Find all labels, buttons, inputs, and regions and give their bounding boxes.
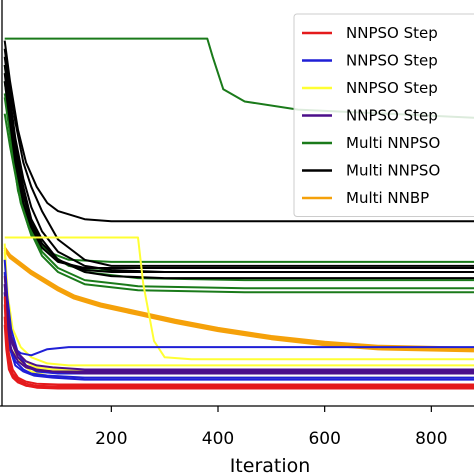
series-line-15 (3, 246, 474, 350)
legend-label: NNPSO Step (346, 24, 438, 42)
series-line-12 (3, 81, 474, 269)
legend-label: Multi NNBP (346, 189, 429, 207)
legend-label: NNPSO Step (346, 79, 438, 97)
series-line-16 (4, 236, 474, 361)
series-line-31 (3, 324, 474, 389)
series-layer (3, 37, 474, 390)
series-line-9 (3, 64, 474, 280)
legend-label: NNPSO Step (346, 52, 438, 70)
x-tick-label: 600 (308, 429, 340, 449)
legend-label: Multi NNPSO (346, 162, 440, 180)
series-line-8 (3, 56, 474, 273)
series-line-20 (3, 251, 474, 367)
x-axis-label: Iteration (230, 455, 311, 474)
legend-box (293, 13, 474, 217)
legend-label: Multi NNPSO (346, 134, 440, 152)
x-ticks: 200 400 600 800 (95, 406, 448, 449)
series-line-10 (3, 40, 474, 223)
axes-layer (0, 0, 474, 407)
x-tick-label: 200 (95, 429, 127, 449)
series-line-1 (4, 37, 474, 119)
series-line-27 (3, 292, 474, 373)
x-tick-label: 800 (415, 429, 447, 449)
series-line-14 (3, 249, 474, 353)
legend: NNPSO Step NNPSO Step NNPSO Step NNPSO Step… (293, 13, 474, 217)
legend-label: NNPSO Step (346, 107, 438, 125)
series-line-7 (3, 48, 474, 267)
x-tick-label: 400 (202, 429, 234, 449)
series-line-30 (3, 296, 474, 386)
